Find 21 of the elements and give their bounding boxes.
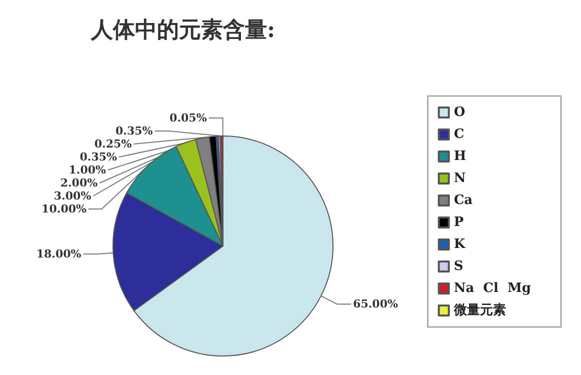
legend-label: N (454, 171, 466, 186)
legend-label: Na Cl Mg (454, 281, 532, 296)
data-label: 18.00% (36, 248, 82, 261)
legend-label: C (454, 127, 464, 142)
data-label: 3.00% (54, 190, 92, 202)
legend-label: 微量元素 (452, 302, 506, 318)
legend-label: H (454, 149, 466, 164)
data-label: 0.35% (116, 124, 154, 138)
legend-label: P (454, 215, 464, 230)
chart-title: 人体中的元素含量: (90, 17, 276, 43)
legend-label: K (454, 237, 466, 252)
legend-label: O (454, 105, 466, 120)
data-label: 0.05% (170, 112, 208, 124)
data-label: 1.00% (68, 164, 107, 176)
data-label: 0.35% (80, 150, 118, 164)
data-label: 65.00% (353, 298, 398, 311)
data-label: 2.00% (60, 176, 98, 190)
data-label: 0.25% (94, 138, 132, 150)
legend-label: Ca (454, 193, 474, 208)
data-label: 10.00% (42, 202, 87, 216)
legend-label: S (454, 259, 464, 274)
